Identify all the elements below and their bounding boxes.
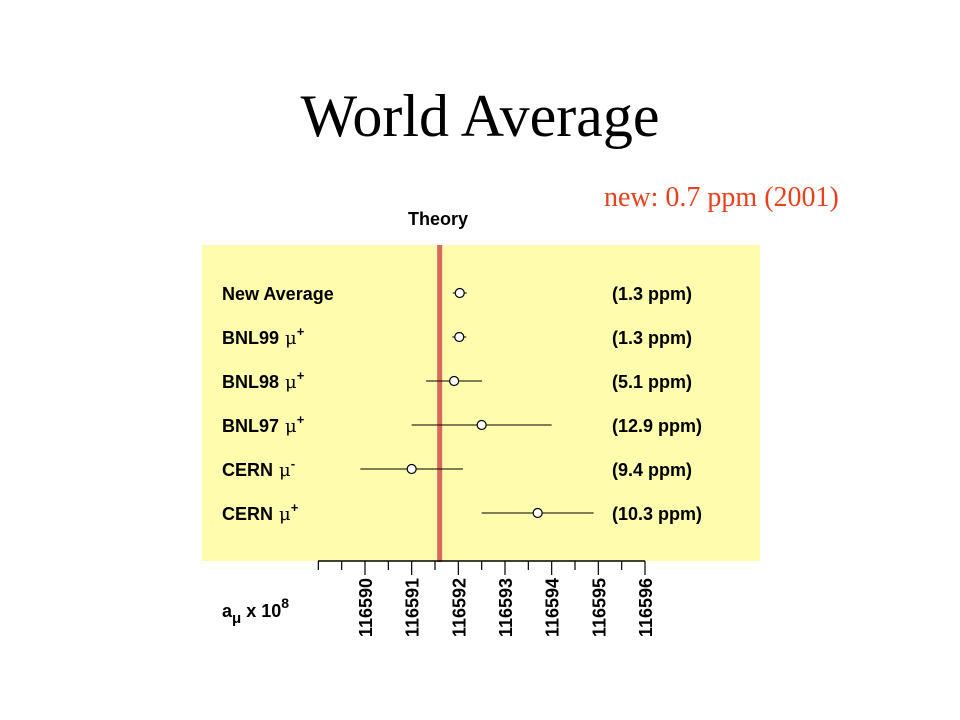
x-tick-label: 116593 [496, 578, 516, 637]
data-point [449, 375, 460, 387]
data-point [454, 331, 465, 343]
x-tick-label: 116596 [636, 578, 656, 637]
row-precision: (12.9 ppm) [612, 416, 702, 436]
row-label-particle: μ [285, 416, 297, 437]
chart-title: Theory [408, 209, 468, 229]
x-axis-label: aμ x 108 [222, 595, 289, 627]
data-point [476, 419, 487, 431]
row-label-name: CERN [222, 460, 273, 480]
row-label-charge: + [297, 324, 305, 339]
x-axis-label-rest: x 10 [241, 601, 281, 621]
row-label-name: BNL97 [222, 416, 279, 436]
row-precision: (1.3 ppm) [612, 284, 692, 304]
data-point [406, 463, 417, 475]
row-label: BNL97 μ+ [222, 412, 305, 437]
x-tick-label: 116591 [403, 578, 423, 637]
row-precision: (10.3 ppm) [612, 504, 702, 524]
chart-panel [202, 245, 760, 561]
row-label-charge: + [291, 500, 299, 515]
x-axis-label-subscript: μ [232, 610, 241, 627]
row-label: BNL98 μ+ [222, 368, 305, 393]
row-label-name: New Average [222, 284, 334, 304]
row-label-name: BNL98 [222, 372, 279, 392]
row-precision: (9.4 ppm) [612, 460, 692, 480]
row-precision: (1.3 ppm) [612, 328, 692, 348]
row-label-particle: μ [285, 328, 297, 349]
x-axis-label-main: a [222, 601, 233, 621]
row-label: BNL99 μ+ [222, 324, 305, 349]
row-label-charge: + [297, 412, 305, 427]
row-label: CERN μ- [222, 456, 295, 481]
x-tick-label: 116592 [449, 578, 469, 637]
row-label: CERN μ+ [222, 500, 299, 525]
x-tick-label: 116590 [356, 578, 376, 637]
x-axis-label-exponent: 8 [281, 595, 289, 611]
row-label-particle: μ [285, 372, 297, 393]
data-point [532, 507, 543, 519]
row-precision: (5.1 ppm) [612, 372, 692, 392]
data-point [454, 287, 465, 299]
x-tick-label: 116594 [543, 578, 563, 637]
row-label-charge: - [291, 456, 295, 471]
x-tick-label: 116595 [589, 578, 609, 637]
row-label: New Average [222, 284, 334, 304]
row-label-name: CERN [222, 504, 273, 524]
row-label-particle: μ [279, 504, 291, 525]
row-label-name: BNL99 [222, 328, 279, 348]
slide-title: World Average [300, 83, 660, 149]
subtitle-precision: new: 0.7 ppm (2001) [604, 182, 839, 213]
row-label-particle: μ [279, 460, 291, 481]
row-label-charge: + [297, 368, 305, 383]
